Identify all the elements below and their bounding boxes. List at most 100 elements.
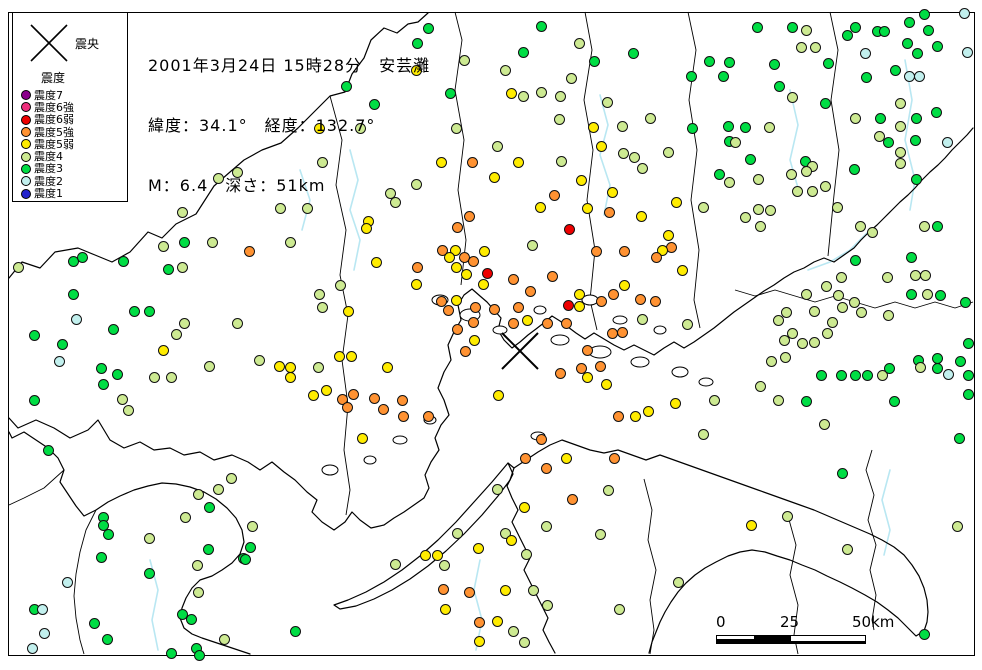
station-dot (677, 265, 688, 276)
station-dot (213, 173, 224, 184)
station-dot (836, 370, 847, 381)
station-dot (467, 157, 478, 168)
station-dot (171, 329, 182, 340)
station-dot (911, 113, 922, 124)
station-dot (959, 8, 970, 19)
station-dot (821, 281, 832, 292)
intensity-dot-icon (21, 176, 31, 187)
epicenter-legend-icon (30, 24, 68, 62)
station-dot (482, 268, 493, 279)
station-dot (740, 212, 751, 223)
station-dot (932, 41, 943, 52)
station-dot (912, 48, 923, 59)
station-dot (489, 172, 500, 183)
station-dot (637, 314, 648, 325)
station-dot (341, 81, 352, 92)
station-dot (469, 335, 480, 346)
station-dot (801, 25, 812, 36)
station-dot (549, 190, 560, 201)
legend-item-label: 震度6強 (34, 100, 74, 114)
station-dot (474, 617, 485, 628)
station-dot (920, 270, 931, 281)
station-dot (342, 402, 353, 413)
station-dot (29, 395, 40, 406)
station-dot (816, 370, 827, 381)
station-dot (158, 345, 169, 356)
station-dot (604, 207, 615, 218)
station-dot (902, 38, 913, 49)
station-dot (792, 186, 803, 197)
station-dot (508, 626, 519, 637)
station-dot (786, 169, 797, 180)
legend-item: 震度6弱 (21, 114, 74, 126)
station-dot (617, 327, 628, 338)
station-dot (452, 324, 463, 335)
station-dot (535, 202, 546, 213)
station-dot (179, 237, 190, 248)
legend-item: 震度4 (21, 150, 74, 162)
station-dot (650, 296, 661, 307)
station-dot (411, 279, 422, 290)
station-dot (895, 147, 906, 158)
station-dot (348, 389, 359, 400)
quake-info: 2001年3月24日 15時28分 安芸灘 緯度：34.1° 経度：132.7°… (148, 16, 430, 236)
station-dot (464, 211, 475, 222)
station-dot (875, 113, 886, 124)
station-dot (801, 166, 812, 177)
station-dot (723, 121, 734, 132)
station-dot (780, 352, 791, 363)
station-dot (766, 356, 777, 367)
station-dot (547, 271, 558, 282)
station-dot (57, 339, 68, 350)
station-dot (563, 300, 574, 311)
station-dot (432, 550, 443, 561)
station-dot (144, 533, 155, 544)
station-dot (371, 257, 382, 268)
station-dot (468, 256, 479, 267)
station-dot (827, 317, 838, 328)
station-dot (842, 30, 853, 41)
station-dot (895, 121, 906, 132)
station-dot (564, 224, 575, 235)
station-dot (919, 629, 930, 640)
station-dot (513, 302, 524, 313)
station-dot (837, 302, 848, 313)
station-dot (440, 604, 451, 615)
station-dot (451, 295, 462, 306)
station-dot (910, 135, 921, 146)
station-dot (275, 203, 286, 214)
station-dot (525, 286, 536, 297)
station-dot (822, 328, 833, 339)
station-dot (849, 164, 860, 175)
station-dot (614, 604, 625, 615)
station-dot (226, 473, 237, 484)
station-dot (285, 237, 296, 248)
station-dot (724, 57, 735, 68)
station-dot (752, 22, 763, 33)
station-dot (651, 252, 662, 263)
intensity-dot-icon (21, 114, 31, 125)
station-dot (411, 65, 422, 76)
station-dot (317, 157, 328, 168)
station-dot (460, 346, 471, 357)
station-dot (118, 256, 129, 267)
station-dot (787, 328, 798, 339)
station-dot (493, 390, 504, 401)
station-dot (508, 318, 519, 329)
station-dot (671, 197, 682, 208)
station-dot (439, 560, 450, 571)
station-dot (884, 363, 895, 374)
station-dot (506, 535, 517, 546)
station-dot (890, 65, 901, 76)
station-dot (673, 577, 684, 588)
station-dot (567, 494, 578, 505)
station-dot (730, 137, 741, 148)
legend-item: 震度5弱 (21, 138, 74, 150)
station-dot (521, 549, 532, 560)
station-dot (566, 73, 577, 84)
station-dot (911, 174, 922, 185)
station-dot (500, 65, 511, 76)
station-dot (492, 616, 503, 627)
station-dot (302, 203, 313, 214)
station-dot (823, 58, 834, 69)
